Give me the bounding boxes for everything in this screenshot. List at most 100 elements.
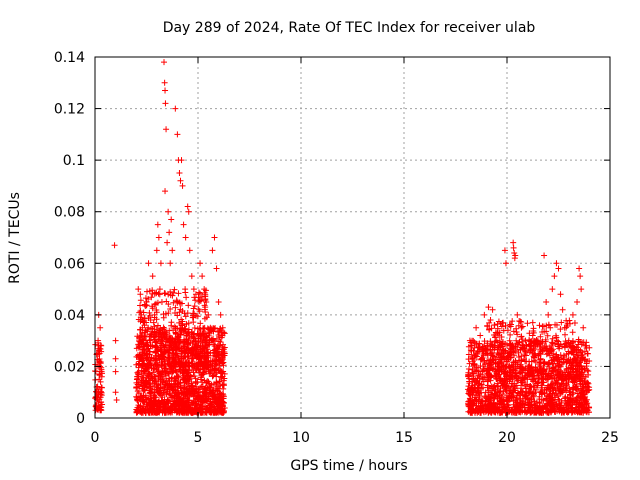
data-point (157, 347, 164, 354)
data-point (157, 375, 164, 382)
data-point (216, 378, 223, 385)
data-point (471, 360, 478, 367)
data-point (210, 408, 217, 415)
data-point (203, 409, 210, 416)
data-point (511, 380, 518, 387)
data-point (205, 326, 212, 333)
data-point (536, 393, 543, 400)
data-point (555, 364, 562, 371)
data-point (176, 170, 183, 177)
data-point (538, 366, 545, 373)
data-point (526, 373, 533, 380)
data-point (484, 351, 491, 358)
data-point (506, 350, 513, 357)
data-point (555, 265, 562, 272)
data-point (578, 354, 585, 361)
data-point (482, 389, 489, 396)
data-point (221, 375, 228, 382)
data-point (200, 395, 207, 402)
data-point (197, 260, 204, 267)
data-point (169, 350, 176, 357)
data-point (217, 394, 224, 401)
data-point (163, 348, 170, 355)
data-point (494, 370, 501, 377)
data-point (146, 309, 153, 316)
data-point (497, 350, 504, 357)
data-point (522, 385, 529, 392)
data-point (530, 376, 537, 383)
data-point (183, 294, 190, 301)
data-point (96, 350, 103, 357)
data-point (157, 384, 164, 391)
data-point (487, 317, 494, 324)
data-point (517, 395, 524, 402)
data-point (153, 343, 160, 350)
data-point (162, 188, 169, 195)
data-point (547, 324, 554, 331)
data-point (498, 333, 505, 340)
data-point (512, 403, 519, 410)
data-point (525, 370, 532, 377)
data-point (563, 387, 570, 394)
data-point (491, 382, 498, 389)
data-point (534, 380, 541, 387)
data-point (134, 369, 141, 376)
data-point (502, 322, 509, 329)
data-point (565, 348, 572, 355)
data-point (501, 375, 508, 382)
data-point (544, 408, 551, 415)
data-point (507, 375, 514, 382)
data-point (191, 390, 198, 397)
data-point (144, 354, 151, 361)
data-point (175, 393, 182, 400)
x-tick-label: 10 (292, 430, 310, 446)
data-point (565, 337, 572, 344)
data-point (194, 378, 201, 385)
data-point (153, 394, 160, 401)
data-point (151, 329, 158, 336)
data-point (153, 306, 160, 313)
data-point (569, 376, 576, 383)
data-point (537, 356, 544, 363)
data-point (532, 358, 539, 365)
data-point (577, 273, 584, 280)
data-point (176, 309, 183, 316)
data-point (217, 382, 224, 389)
data-point (218, 374, 225, 381)
data-point (178, 157, 185, 164)
data-point (197, 298, 204, 305)
data-point (189, 331, 196, 338)
data-point (160, 354, 167, 361)
data-point (175, 290, 182, 297)
data-point (205, 404, 212, 411)
data-point (136, 353, 143, 360)
data-point (171, 407, 178, 414)
data-point (166, 381, 173, 388)
data-point (177, 385, 184, 392)
data-point (205, 366, 212, 373)
data-point (488, 364, 495, 371)
data-point (191, 303, 198, 310)
data-point (197, 354, 204, 361)
data-point (162, 290, 169, 297)
data-point (186, 363, 193, 370)
data-point (203, 346, 210, 353)
data-point (160, 314, 167, 321)
data-point (156, 327, 163, 334)
data-point (578, 341, 585, 348)
data-point (182, 234, 189, 241)
data-point (148, 294, 155, 301)
data-point (212, 343, 219, 350)
data-point (190, 385, 197, 392)
data-point (500, 371, 507, 378)
data-point (170, 347, 177, 354)
data-point (218, 334, 225, 341)
data-point (584, 367, 591, 374)
data-point (153, 247, 160, 254)
data-point (187, 404, 194, 411)
data-point (178, 322, 185, 329)
data-point (216, 402, 223, 409)
data-point (510, 244, 517, 251)
data-point (511, 249, 518, 256)
data-point (177, 328, 184, 335)
